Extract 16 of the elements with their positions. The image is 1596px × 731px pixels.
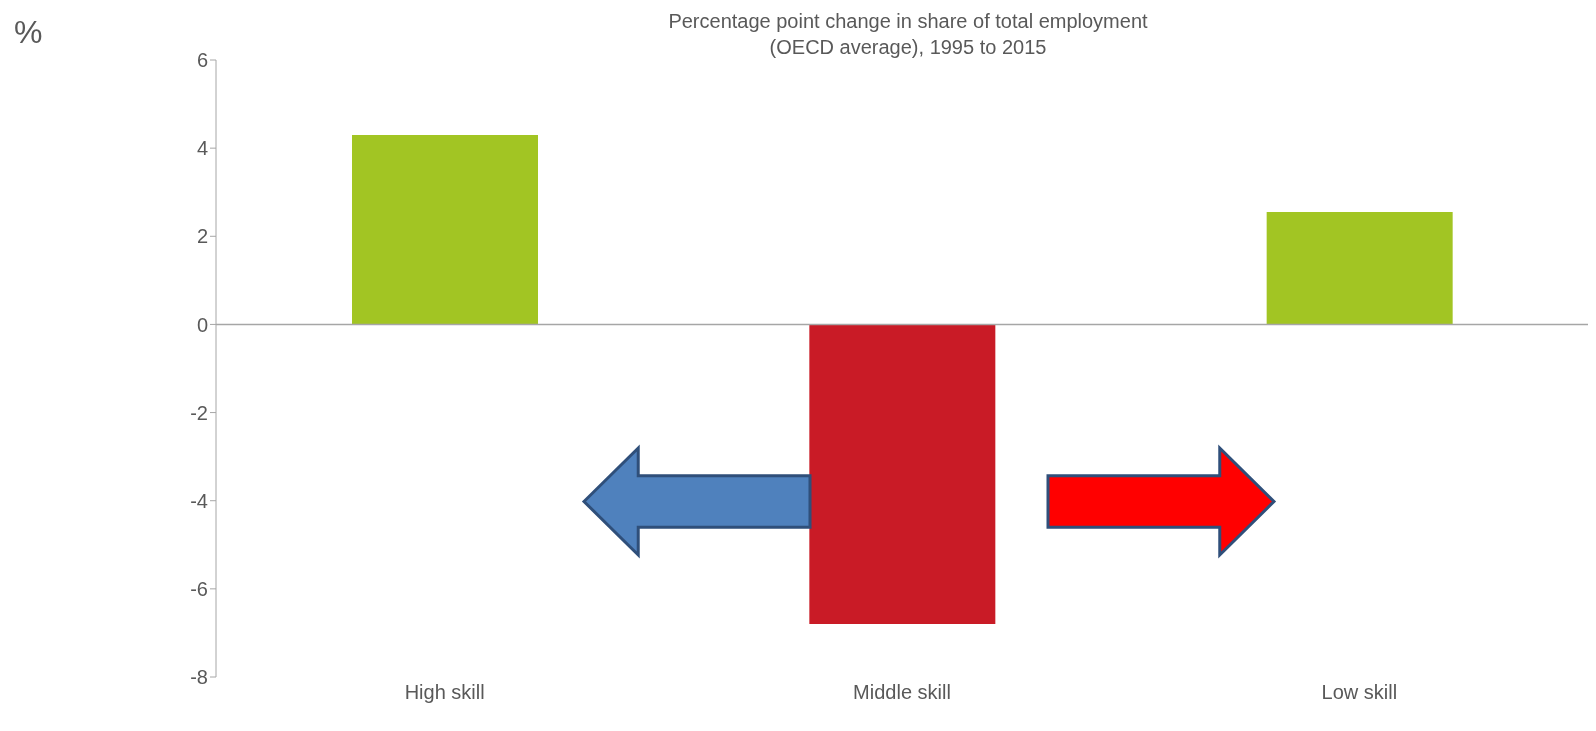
bar bbox=[352, 134, 538, 325]
x-tick-label: Middle skill bbox=[853, 681, 951, 704]
y-axis-title: % bbox=[14, 14, 43, 51]
y-tick-label: 2 bbox=[196, 225, 208, 248]
y-tick-label: 0 bbox=[196, 313, 208, 336]
bar bbox=[809, 324, 996, 625]
y-tick-label: 4 bbox=[196, 137, 208, 160]
y-tick-label: -6 bbox=[190, 577, 208, 600]
bar bbox=[1266, 212, 1453, 325]
y-tick-label: -8 bbox=[190, 666, 208, 689]
x-tick-label: Low skill bbox=[1321, 681, 1398, 704]
y-tick-label: -4 bbox=[190, 489, 208, 512]
y-tick-label: -2 bbox=[190, 401, 208, 424]
y-tick-label: 6 bbox=[196, 49, 208, 72]
chart-title: Percentage point change in share of total employment (OECD average), 1995 to 2015 bbox=[667, 9, 1149, 60]
x-tick-label: High skill bbox=[404, 681, 485, 704]
